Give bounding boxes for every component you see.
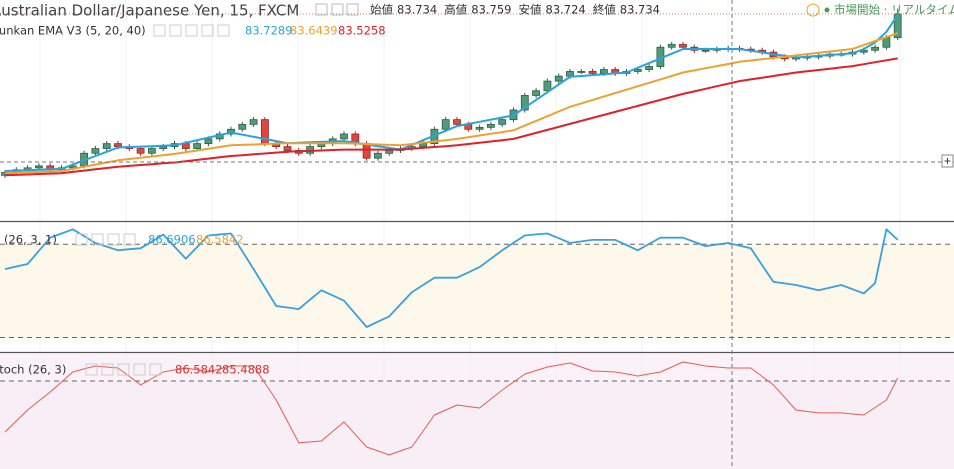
- candle-body: [543, 80, 552, 92]
- candle-body: [871, 46, 879, 51]
- candle-body: [475, 126, 484, 130]
- icon[interactable]: [217, 24, 230, 37]
- status-dot: [824, 7, 830, 13]
- icon[interactable]: [169, 24, 182, 37]
- icon[interactable]: [315, 3, 328, 16]
- candle-body: [600, 69, 608, 74]
- candle-body: [532, 90, 540, 96]
- candle-body: [701, 49, 710, 52]
- candle-body: [577, 71, 586, 73]
- candle-body: [441, 119, 450, 130]
- icon[interactable]: [101, 363, 114, 376]
- chart-title: Australian Dollar/Japanese Yen, 15, FXCM: [0, 2, 299, 20]
- ohlc-value: 83.734: [620, 3, 660, 17]
- ohlc-label: 安値: [519, 3, 542, 17]
- legend-value: 86.6906: [148, 233, 196, 247]
- ohlc-label: 高値: [444, 3, 467, 17]
- candle-body: [645, 66, 653, 70]
- icon[interactable]: [75, 233, 88, 246]
- indicator-line: [4, 57, 898, 177]
- candle-body: [419, 143, 428, 148]
- candle-body: [91, 148, 100, 154]
- candle-body: [486, 123, 495, 128]
- legend-value: 86.5842: [175, 363, 223, 377]
- candle-body: [193, 143, 202, 149]
- level-band: [0, 244, 954, 338]
- ohlc-label: 終値: [593, 3, 616, 17]
- candle-body: [588, 71, 597, 74]
- ohlc-value: 83.734: [397, 3, 437, 17]
- candle-body: [159, 146, 168, 149]
- candle-body: [204, 138, 213, 145]
- indicator-line: [4, 361, 899, 456]
- icon[interactable]: [331, 3, 344, 16]
- icon[interactable]: [201, 24, 214, 37]
- legend-value: 86.5842: [196, 233, 244, 247]
- icon[interactable]: [117, 363, 130, 376]
- candle-body: [35, 165, 43, 169]
- legend-value: 83.7289: [245, 24, 293, 38]
- candle-body: [554, 75, 563, 82]
- candle-body: [114, 143, 122, 148]
- indicator-name: (26, 3, 1): [4, 233, 57, 247]
- icon[interactable]: [185, 24, 198, 37]
- legend-value: 85.4888: [222, 363, 270, 377]
- candle-body: [498, 119, 507, 125]
- candle-body: [249, 119, 258, 125]
- icon[interactable]: [346, 3, 359, 16]
- candle-body: [453, 119, 461, 125]
- candle-body: [283, 146, 292, 151]
- icon[interactable]: [91, 233, 104, 246]
- market-status: 市場開始 · リアルタイム: [834, 3, 954, 17]
- candle-body: [667, 44, 676, 48]
- candle-body: [385, 150, 394, 154]
- level-band: [0, 380, 954, 469]
- plus-icon: [944, 158, 951, 164]
- indicator-name: Stoch (26, 3): [0, 363, 66, 377]
- icon[interactable]: [107, 233, 120, 246]
- icon[interactable]: [153, 24, 166, 37]
- legend-value: 83.5258: [338, 24, 386, 38]
- indicator-name: Gunkan EMA V3 (5, 20, 40): [0, 24, 146, 38]
- candle-body: [136, 148, 145, 154]
- ohlc-value: 83.724: [546, 3, 586, 17]
- ohlc-label: 始値: [370, 3, 393, 17]
- candle-body: [102, 143, 111, 149]
- icon[interactable]: [133, 363, 146, 376]
- indicator-line: [4, 14, 899, 172]
- marks: [0, 8, 954, 469]
- icon[interactable]: [123, 233, 136, 246]
- price-pane: [0, 0, 954, 221]
- candle-body: [566, 71, 574, 77]
- icon[interactable]: [85, 363, 98, 376]
- icon[interactable]: [149, 363, 162, 376]
- indicator-line: [4, 32, 899, 175]
- candle-body: [520, 95, 529, 111]
- candle-body: [633, 69, 642, 72]
- status-icon[interactable]: [806, 3, 820, 17]
- legend-area: Australian Dollar/Japanese Yen, 15, FXCM…: [0, 2, 954, 377]
- candle-body: [147, 148, 156, 154]
- candle-body: [340, 133, 348, 140]
- candle-body: [238, 123, 247, 130]
- candle-body: [373, 152, 382, 159]
- ohlc-value: 83.759: [471, 3, 511, 17]
- legend-value: 83.6439: [290, 24, 338, 38]
- candle-body: [679, 44, 687, 48]
- indicator-line: [4, 228, 899, 328]
